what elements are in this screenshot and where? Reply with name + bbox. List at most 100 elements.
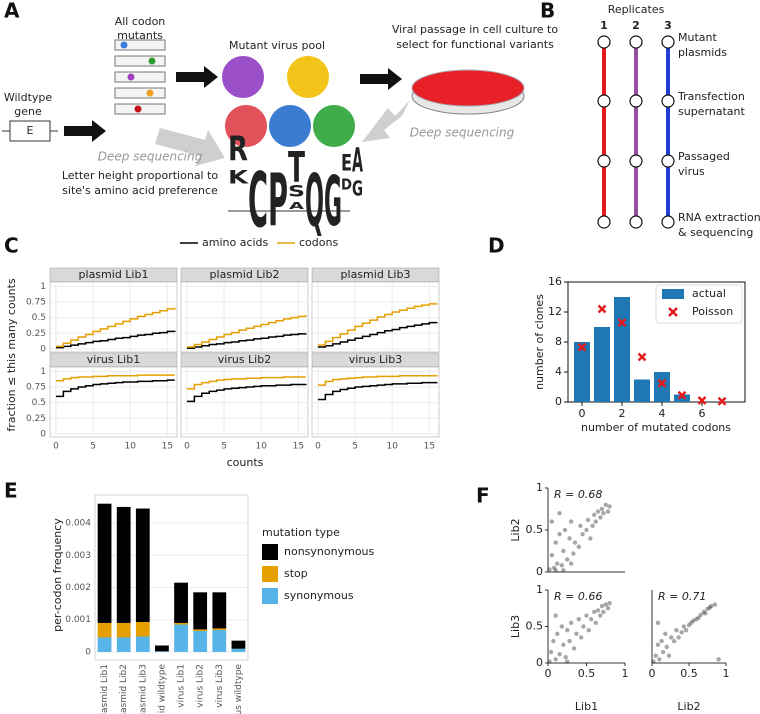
bar-segment bbox=[174, 624, 188, 652]
gene-label: E bbox=[27, 124, 34, 137]
point bbox=[574, 631, 579, 636]
strip-title: virus Lib2 bbox=[218, 353, 271, 366]
point bbox=[565, 627, 570, 633]
point bbox=[584, 613, 589, 618]
point bbox=[603, 602, 608, 607]
logo-letter: G bbox=[352, 177, 363, 201]
stage-node bbox=[629, 215, 643, 229]
y-tick-label: 0.5 bbox=[526, 523, 544, 536]
y-tick-label: 0.002 bbox=[65, 583, 91, 593]
y-tick-label: 0 bbox=[85, 647, 91, 657]
logo-letter-group: K bbox=[228, 166, 250, 188]
y-tick-label: 0 bbox=[40, 429, 46, 439]
logo-letter-group: Q bbox=[305, 160, 324, 244]
point bbox=[561, 642, 566, 647]
point bbox=[561, 568, 566, 573]
bar bbox=[594, 327, 610, 402]
y-tick-label: 0.25 bbox=[26, 329, 46, 339]
y-tick-label: 1 bbox=[40, 367, 46, 377]
x-tick-label: 10 bbox=[255, 442, 267, 452]
stage-node bbox=[661, 215, 675, 229]
step-line bbox=[317, 375, 438, 386]
step-line bbox=[317, 321, 438, 348]
stage-label: plasmids bbox=[678, 46, 727, 59]
x-tick-label: 0 bbox=[184, 442, 190, 452]
panel-label: E bbox=[4, 479, 18, 503]
point bbox=[601, 609, 606, 615]
mutation-stars bbox=[120, 41, 156, 113]
point bbox=[568, 620, 574, 626]
label: Wildtype bbox=[4, 91, 53, 104]
legend-label: synonymous bbox=[284, 589, 354, 602]
step-line bbox=[186, 383, 307, 403]
y-tick-label: 0 bbox=[40, 344, 46, 354]
x-tick-label: 0 bbox=[315, 442, 321, 452]
marker bbox=[657, 378, 667, 388]
bar-segment bbox=[116, 506, 131, 623]
annotation: R = 0.68 bbox=[554, 488, 602, 501]
bar-segment bbox=[174, 582, 188, 623]
point bbox=[669, 635, 674, 640]
gray-arrow bbox=[362, 100, 410, 142]
bar-segment bbox=[116, 637, 131, 652]
virus-pool bbox=[220, 54, 357, 149]
logo-letter-group: P bbox=[268, 160, 288, 244]
logo-letter: S bbox=[288, 183, 305, 202]
label: Mutant virus pool bbox=[229, 39, 325, 52]
point bbox=[584, 527, 589, 533]
bar-segment bbox=[212, 628, 227, 631]
legend-label: amino acids bbox=[202, 236, 269, 249]
point bbox=[683, 627, 689, 633]
stage-node bbox=[661, 94, 675, 108]
x-tick-label: 1 bbox=[723, 667, 730, 680]
stage-node bbox=[629, 154, 643, 168]
stage-label: Mutant bbox=[678, 31, 717, 44]
point bbox=[605, 606, 611, 611]
logo-letter: T bbox=[288, 145, 305, 193]
point bbox=[703, 611, 708, 616]
x-tick-label: 10 bbox=[386, 442, 398, 452]
step-line bbox=[317, 303, 438, 346]
point bbox=[557, 532, 562, 537]
point bbox=[571, 646, 577, 651]
bar-segment bbox=[135, 636, 150, 652]
logo-letter-group: G bbox=[324, 161, 342, 242]
stage-node bbox=[661, 154, 675, 168]
x-tick-label: 0.5 bbox=[578, 667, 596, 680]
y-tick-label: 0.004 bbox=[65, 519, 91, 529]
bar bbox=[574, 342, 590, 402]
point bbox=[549, 519, 555, 524]
panel-label: C bbox=[4, 234, 19, 258]
x-tick-label: 15 bbox=[424, 442, 435, 452]
bar-segment bbox=[231, 648, 246, 652]
legend-label: stop bbox=[284, 567, 308, 580]
x-tick-label: 0 bbox=[579, 407, 586, 420]
x-tick-label: 10 bbox=[124, 442, 136, 452]
label: All codon bbox=[115, 15, 166, 28]
step-line bbox=[55, 379, 175, 398]
label: gene bbox=[14, 105, 42, 118]
x-tick-label: 0 bbox=[649, 667, 656, 680]
y-axis-label: number of clones bbox=[533, 294, 546, 390]
bar-segment bbox=[135, 508, 150, 622]
x-tick-label: 5 bbox=[90, 442, 96, 452]
logo-letter: P bbox=[268, 160, 288, 244]
point bbox=[676, 635, 681, 640]
y-tick-label: 12 bbox=[548, 305, 562, 318]
y-tick-label: 1 bbox=[536, 481, 543, 494]
point bbox=[696, 615, 701, 620]
legend-swatch bbox=[668, 307, 678, 317]
replicate-label: 2 bbox=[632, 19, 640, 32]
replicate-label: 3 bbox=[664, 19, 672, 32]
x-tick-label: 2 bbox=[619, 407, 626, 420]
point bbox=[689, 620, 694, 626]
point bbox=[555, 631, 560, 636]
annotation: Deep sequencing bbox=[410, 126, 515, 140]
point bbox=[598, 613, 603, 618]
label: mutants bbox=[117, 29, 163, 42]
point bbox=[607, 600, 612, 606]
y-tick-label: 8 bbox=[555, 335, 562, 348]
legend-label: Poisson bbox=[692, 305, 733, 318]
y-tick-label: 1 bbox=[40, 282, 46, 292]
